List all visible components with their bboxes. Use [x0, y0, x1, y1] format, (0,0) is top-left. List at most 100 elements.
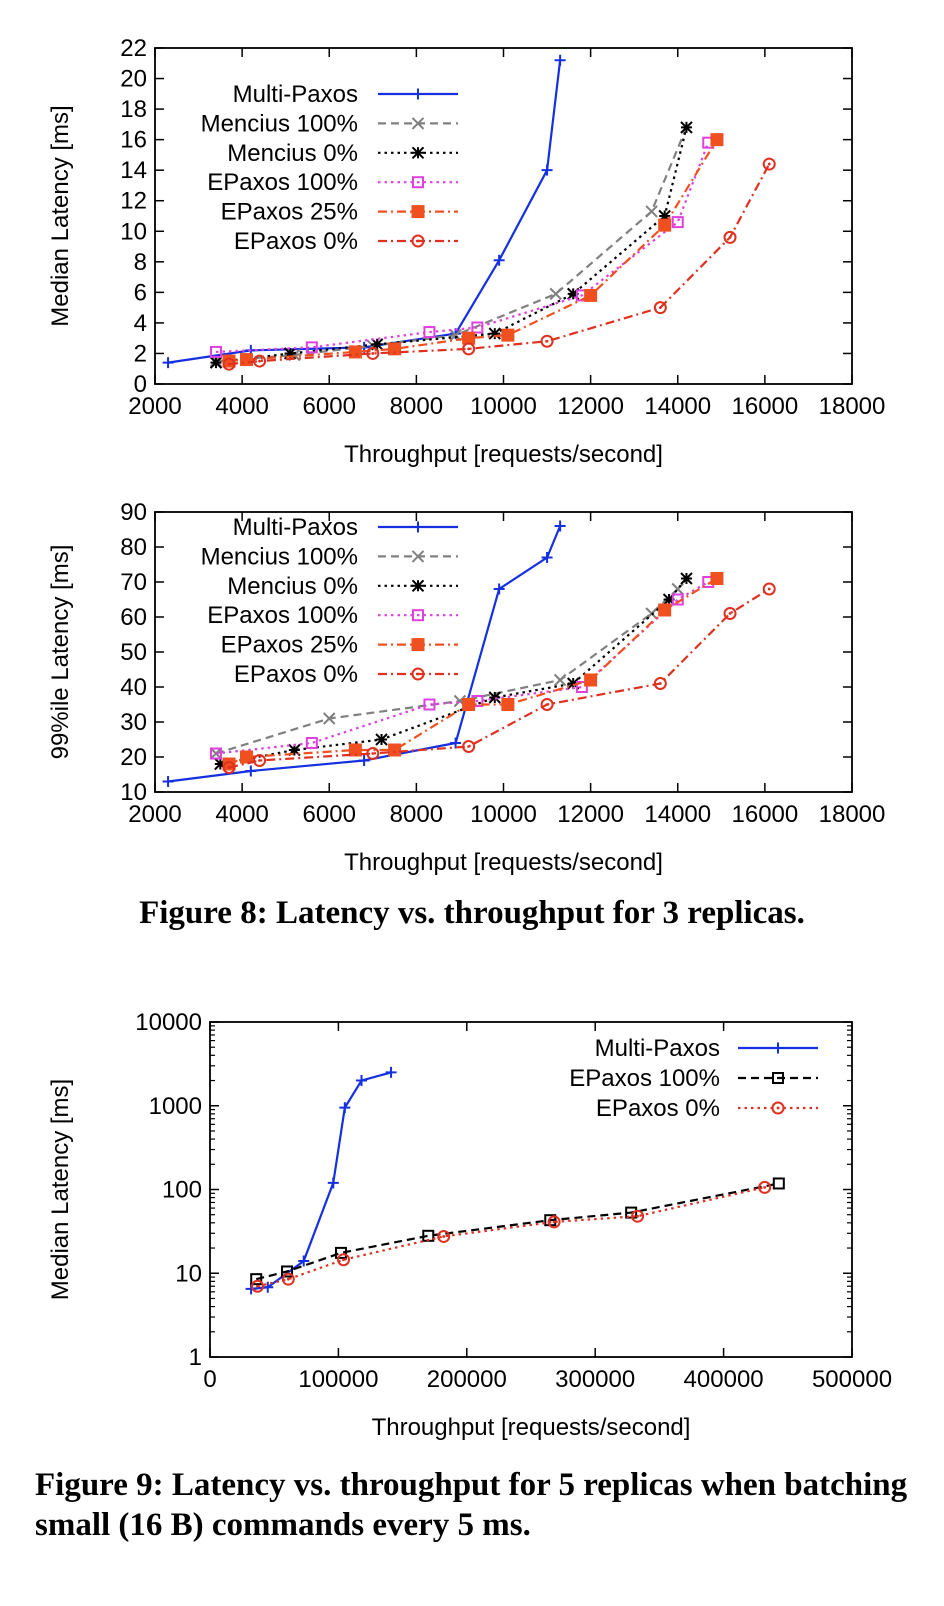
data-point-epaxos-0pct — [723, 230, 737, 244]
data-point-epaxos-0pct — [762, 582, 776, 596]
plot-frame — [209, 1021, 853, 1358]
data-point-epaxos-25pct — [388, 342, 402, 356]
data-point-epaxos-25pct — [462, 698, 476, 711]
data-point-epaxos-0pct — [222, 357, 236, 371]
data-point-epaxos-25pct — [658, 218, 672, 232]
data-point-mencius-0pct — [370, 338, 384, 351]
data-point-multi-paxos — [541, 552, 553, 563]
x-tick-label: 12000 — [557, 801, 624, 828]
x-tick-label: 2000 — [128, 393, 181, 420]
data-point-epaxos-100pct — [471, 321, 484, 334]
data-point-epaxos-100pct — [772, 1177, 785, 1190]
series-mencius-0pct — [209, 121, 693, 369]
legend-label-multi-paxos: Multi-Paxos — [595, 1035, 720, 1062]
chart-svg: 2000 4000 6000 8000 10000 12000 14000 16000 1800… — [47, 499, 885, 876]
series-epaxos-25pct — [222, 572, 724, 771]
series-line-epaxos-100pct — [215, 581, 709, 755]
y-tick-label: 90 — [120, 499, 147, 526]
data-point-mencius-0pct — [566, 677, 580, 690]
series-epaxos-100pct — [250, 1177, 785, 1286]
y-tick-label: 18 — [120, 96, 147, 123]
legend-marker-multi-paxos — [412, 88, 424, 100]
legend: Multi-Paxos EPaxos 100% EPaxos 0% — [569, 1035, 818, 1122]
x-tick-label: 300000 — [555, 1366, 635, 1393]
y-tick-label: 100 — [162, 1177, 202, 1204]
series-epaxos-0pct — [222, 582, 776, 774]
data-point-epaxos-100pct — [305, 737, 318, 749]
data-point-epaxos-100pct — [334, 1246, 347, 1259]
y-tick-label: 1000 — [149, 1093, 202, 1120]
series-multi-paxos — [162, 520, 566, 787]
data-point-mencius-0pct — [209, 356, 223, 369]
data-point-epaxos-0pct — [540, 698, 554, 711]
figure8-median-latency-chart: 2000 4000 6000 8000 10000 12000 14000 16000 1800… — [0, 0, 944, 480]
x-tick-label: 14000 — [644, 393, 711, 420]
data-point-mencius-0pct — [214, 757, 227, 771]
series-line-epaxos-25pct — [228, 139, 718, 363]
data-point-epaxos-0pct — [631, 1209, 645, 1223]
y-tick-label: 30 — [120, 709, 147, 736]
data-point-epaxos-0pct — [253, 354, 267, 368]
x-tick-label: 10000 — [470, 393, 537, 420]
data-point-epaxos-0pct — [253, 754, 267, 767]
y-tick-label: 60 — [120, 604, 147, 631]
x-tick-label: 100000 — [298, 1366, 378, 1393]
x-tick-label: 4000 — [215, 801, 268, 828]
y-tick-label: 2 — [134, 340, 147, 367]
data-point-epaxos-0pct — [251, 1279, 265, 1293]
data-point-mencius-100pct — [553, 673, 567, 687]
series-line-epaxos-0pct — [228, 588, 770, 769]
y-tick-label: 6 — [134, 279, 147, 306]
legend-marker-multi-paxos — [412, 521, 424, 533]
legend-label-multi-paxos: Multi-Paxos — [233, 81, 358, 108]
legend-label-epaxos-100pct: EPaxos 100% — [207, 169, 358, 196]
chart-svg: 0 100000 200000 300000 400000 500000 1 10 100 100… — [47, 1009, 892, 1441]
data-point-epaxos-0pct — [758, 1180, 772, 1194]
data-point-multi-paxos — [298, 1255, 310, 1267]
series-line-multi-paxos — [250, 1071, 392, 1291]
data-point-multi-paxos — [162, 357, 174, 369]
legend-label-epaxos-25pct: EPaxos 25% — [221, 199, 358, 226]
legend-label-epaxos-100pct: EPaxos 100% — [569, 1065, 720, 1092]
x-axis-title: Throughput [requests/second] — [344, 849, 663, 876]
figure8-99ile-latency-chart: 2000 4000 6000 8000 10000 12000 14000 16000 1800… — [0, 490, 944, 880]
y-tick-label: 10000 — [135, 1009, 202, 1036]
data-point-multi-paxos — [262, 1281, 274, 1293]
data-point-epaxos-100pct — [209, 747, 222, 760]
data-point-multi-paxos — [450, 737, 462, 749]
y-axis-title: Median Latency [ms] — [47, 1079, 74, 1300]
data-point-epaxos-100pct — [209, 345, 222, 358]
data-point-epaxos-0pct — [540, 334, 554, 348]
data-point-epaxos-25pct — [501, 698, 515, 711]
y-axis-title: 99%ile Latency [ms] — [47, 545, 74, 760]
data-point-mencius-0pct — [288, 743, 301, 757]
data-point-epaxos-100pct — [281, 1265, 294, 1278]
data-point-epaxos-100pct — [671, 216, 684, 229]
y-tick-label: 70 — [120, 569, 147, 596]
y-tick-label: 40 — [120, 674, 147, 701]
data-point-epaxos-0pct — [762, 157, 776, 171]
legend-marker-mencius-100pct — [411, 550, 425, 563]
series-multi-paxos — [245, 1066, 397, 1295]
y-tick-label: 14 — [120, 157, 147, 184]
x-tick-label: 10000 — [470, 801, 537, 828]
legend-marker-epaxos-100pct — [412, 176, 424, 189]
series-line-epaxos-100pct — [255, 1182, 780, 1281]
y-tick-label: 10 — [120, 779, 147, 806]
y-tick-label: 50 — [120, 639, 147, 666]
data-point-epaxos-100pct — [423, 698, 436, 711]
y-tick-label: 10 — [175, 1260, 202, 1287]
legend-label-epaxos-0pct: EPaxos 0% — [234, 228, 358, 255]
series-epaxos-25pct — [222, 133, 724, 368]
data-point-epaxos-25pct — [501, 328, 515, 342]
data-point-multi-paxos — [554, 520, 566, 532]
data-point-epaxos-25pct — [584, 673, 598, 687]
data-point-epaxos-0pct — [437, 1229, 451, 1243]
legend-marker-epaxos-100pct — [772, 1072, 784, 1084]
y-tick-label: 16 — [120, 127, 147, 154]
chart-svg: 2000 4000 6000 8000 10000 12000 14000 16000 1800… — [47, 35, 885, 468]
data-point-mencius-0pct — [680, 121, 693, 134]
y-tick-label: 8 — [134, 249, 147, 276]
